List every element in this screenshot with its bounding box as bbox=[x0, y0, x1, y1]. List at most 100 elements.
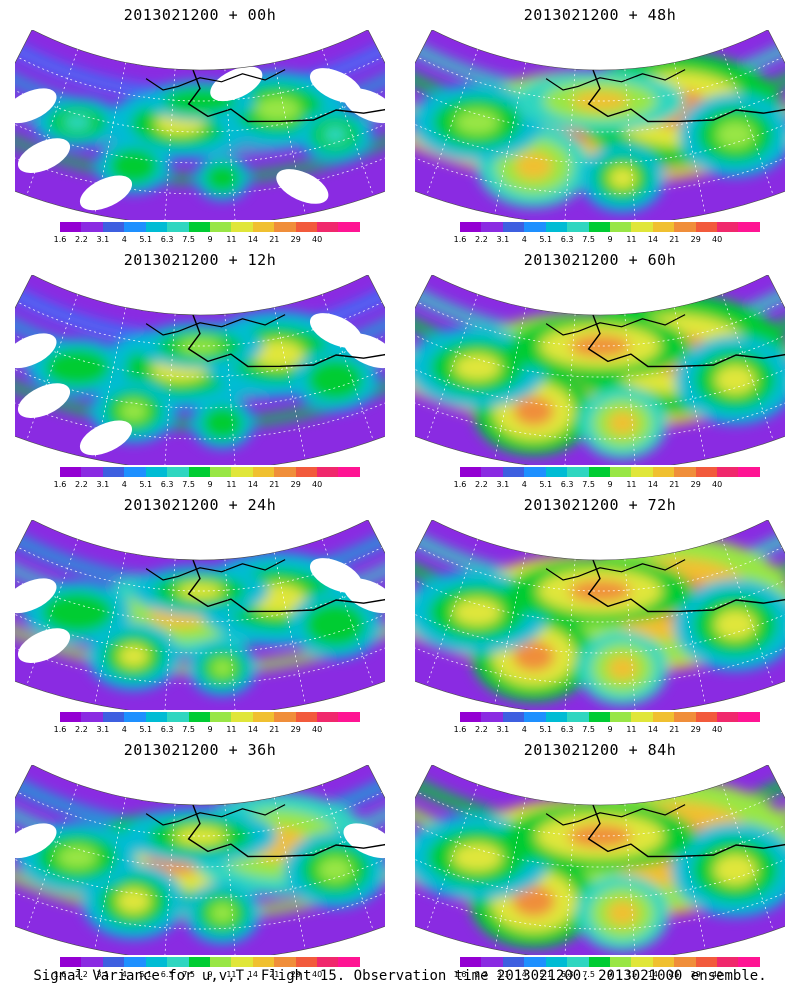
variance-core bbox=[607, 410, 638, 436]
coastline bbox=[545, 69, 686, 91]
variance-core bbox=[319, 613, 351, 636]
colorbar-tick-label: 3.1 bbox=[496, 970, 510, 979]
colorbar-swatch bbox=[524, 467, 546, 477]
no-data-region bbox=[79, 175, 133, 211]
colorbar-swatch bbox=[295, 467, 318, 477]
colorbar-swatch bbox=[102, 467, 125, 477]
variance-map bbox=[15, 765, 385, 955]
colorbar-swatch bbox=[674, 467, 696, 477]
longitude-line bbox=[26, 294, 79, 441]
colorbar-swatch bbox=[588, 712, 610, 722]
map-outline bbox=[415, 765, 785, 955]
colorbar-tick-label: 9 bbox=[207, 480, 213, 489]
variance-core bbox=[322, 125, 348, 144]
latitude-line bbox=[415, 765, 785, 930]
colorbar-swatch bbox=[167, 712, 189, 722]
longitude-line bbox=[494, 797, 527, 950]
colorbar-tick-label: 40 bbox=[312, 725, 323, 734]
latitude-line bbox=[415, 520, 785, 685]
colorbar-tick-label: 1.6 bbox=[53, 725, 67, 734]
longitude-line bbox=[721, 294, 774, 441]
colorbar-swatch bbox=[460, 467, 482, 477]
longitude-line bbox=[321, 784, 374, 931]
colorbar-swatch bbox=[317, 957, 339, 967]
colorbar bbox=[460, 712, 760, 722]
colorbar-swatch bbox=[124, 712, 146, 722]
colorbar-swatch bbox=[567, 222, 589, 232]
variance-core bbox=[210, 902, 236, 924]
colorbar bbox=[60, 957, 360, 967]
colorbar-swatch bbox=[145, 222, 168, 232]
colorbar-tick-label: 6.3 bbox=[160, 235, 174, 244]
colorbar-swatch bbox=[717, 957, 739, 967]
colorbar-swatch bbox=[460, 222, 482, 232]
colorbar-swatch bbox=[695, 467, 718, 477]
colorbar-swatch bbox=[209, 712, 232, 722]
latitude-line bbox=[15, 765, 385, 930]
colorbar-tick-label: 4 bbox=[521, 970, 527, 979]
longitude-line bbox=[224, 69, 236, 220]
colorbar-tick-label: 29 bbox=[690, 970, 701, 979]
map-outline bbox=[15, 765, 385, 955]
colorbar-tick-label: 2.2 bbox=[475, 725, 488, 734]
colorbar-tick-label: 9 bbox=[607, 480, 613, 489]
longitude-line bbox=[321, 49, 374, 196]
colorbar-swatch bbox=[481, 467, 503, 477]
colorbar-tick-label: 7.5 bbox=[182, 480, 195, 489]
colorbar-tick-label: 4 bbox=[121, 480, 127, 489]
colorbar-tick-label: 29 bbox=[290, 725, 301, 734]
longitude-line bbox=[224, 559, 236, 710]
coastline bbox=[545, 804, 686, 826]
map-panel: 2013021200 + 60h 1.6 2.2 3.1 4 5.1 6.3 7.5 9 11 14… bbox=[400, 245, 800, 490]
colorbar-swatch bbox=[460, 712, 482, 722]
variance-core bbox=[606, 900, 639, 926]
colorbar-swatch bbox=[209, 467, 232, 477]
no-data-region bbox=[15, 88, 57, 124]
colorbar-swatch bbox=[167, 222, 189, 232]
colorbar-swatch bbox=[695, 712, 718, 722]
map-outline bbox=[415, 520, 785, 710]
colorbar-tick-label: 3.1 bbox=[96, 970, 110, 979]
variance-core bbox=[255, 96, 301, 122]
colorbar-swatch bbox=[167, 467, 189, 477]
colorbar-swatch bbox=[674, 222, 696, 232]
colorbar-tick-label: 7.5 bbox=[182, 725, 195, 734]
longitude-line bbox=[624, 69, 636, 220]
colorbar-swatch bbox=[295, 222, 318, 232]
colorbar-tick-label: 2.2 bbox=[75, 235, 88, 244]
colorbar-tick-label: 11 bbox=[626, 970, 637, 979]
colorbar-tick-label: 14 bbox=[247, 970, 258, 979]
map-panel: 2013021200 + 12h 1.6 2.2 3.1 4 5.1 6.3 7.5 9 11 14… bbox=[0, 245, 400, 490]
colorbar-tick-label: 3.1 bbox=[96, 725, 110, 734]
colorbar-tick-label: 29 bbox=[290, 480, 301, 489]
variance-map bbox=[415, 275, 785, 465]
colorbar-tick-label: 3.1 bbox=[496, 235, 510, 244]
coastline bbox=[545, 559, 686, 581]
colorbar-tick-label: 29 bbox=[690, 235, 701, 244]
colorbar-tick-label: 2.2 bbox=[475, 970, 488, 979]
colorbar-tick-label: 3.1 bbox=[96, 480, 110, 489]
variance-core bbox=[62, 114, 92, 131]
colorbar-swatch bbox=[545, 712, 568, 722]
panel-title: 2013021200 + 24h bbox=[123, 496, 277, 514]
colorbar-swatch bbox=[567, 957, 589, 967]
colorbar-tick-label: 29 bbox=[290, 235, 301, 244]
colorbar-tick-label: 21 bbox=[669, 480, 680, 489]
colorbar-swatch bbox=[652, 222, 675, 232]
map-panel: 2013021200 + 84h 1.6 2.2 3.1 4 5.1 6.3 7.5 9 11 14… bbox=[400, 735, 800, 980]
colorbar-tick-label: 21 bbox=[669, 970, 680, 979]
no-data-region bbox=[17, 383, 71, 418]
longitude-line bbox=[673, 62, 706, 215]
colorbar-tick-label: 5.1 bbox=[539, 970, 553, 979]
colorbar-swatch bbox=[502, 957, 525, 967]
colorbar-tick-label: 14 bbox=[647, 480, 658, 489]
colorbar-swatch bbox=[717, 222, 739, 232]
variance-core bbox=[514, 152, 553, 180]
variance-map bbox=[415, 765, 785, 955]
colorbar-swatch bbox=[60, 712, 82, 722]
longitude-line bbox=[26, 784, 79, 931]
colorbar-swatch bbox=[102, 712, 125, 722]
colorbar-tick-label: 40 bbox=[712, 725, 723, 734]
colorbar bbox=[60, 222, 360, 232]
map-panel: 2013021200 + 48h 1.6 2.2 3.1 4 5.1 6.3 7.5 9 11 14… bbox=[400, 0, 800, 245]
